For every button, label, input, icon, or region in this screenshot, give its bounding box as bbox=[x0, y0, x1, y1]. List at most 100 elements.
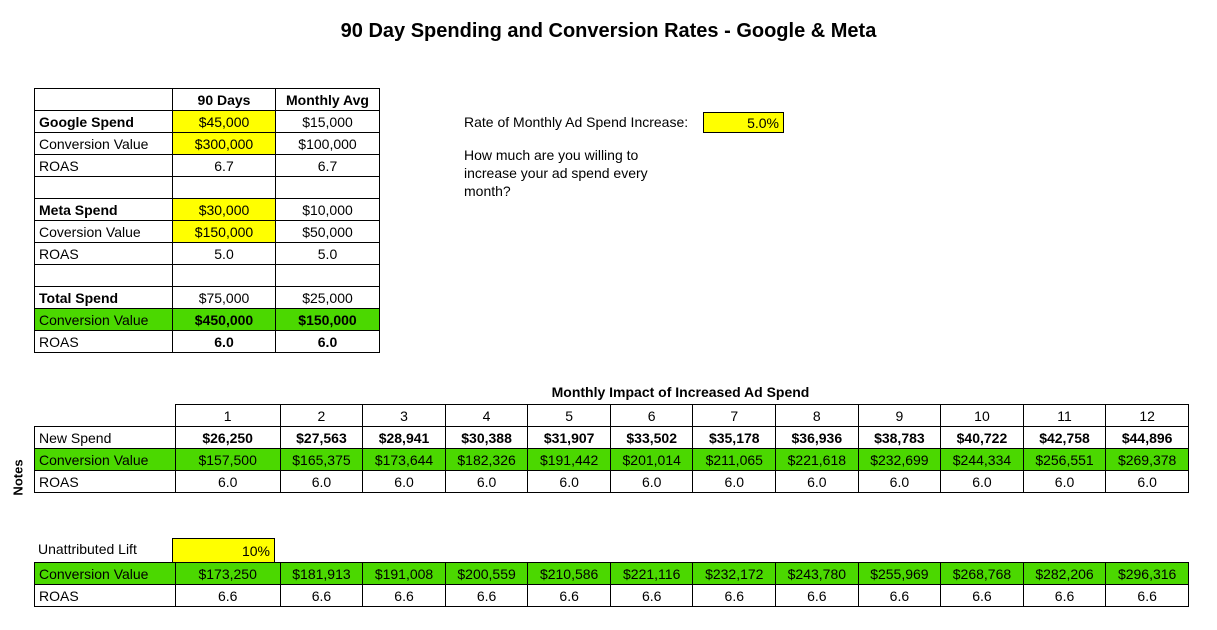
lift-conversion-row-value[interactable]: $210,586 bbox=[527, 562, 611, 585]
new-spend-row-value[interactable]: $38,783 bbox=[857, 426, 942, 449]
summary-90-day-value[interactable]: $150,000 bbox=[172, 220, 276, 243]
header-monthly-avg[interactable]: Monthly Avg bbox=[275, 88, 380, 111]
roas-row-value[interactable]: 6.0 bbox=[775, 470, 859, 493]
lift-conversion-row-value[interactable]: $221,116 bbox=[609, 562, 694, 585]
lift-conversion-row-value[interactable]: $268,768 bbox=[940, 562, 1024, 585]
month-header[interactable]: 10 bbox=[940, 404, 1024, 427]
conversion-value-row-value[interactable]: $232,699 bbox=[857, 448, 942, 471]
conversion-value-row-value[interactable]: $173,644 bbox=[362, 448, 446, 471]
lift-conversion-row-label[interactable]: Conversion Value bbox=[34, 562, 176, 585]
summary-row-label[interactable] bbox=[34, 176, 173, 199]
lift-roas-row-value[interactable]: 6.6 bbox=[174, 584, 281, 607]
impact-corner[interactable] bbox=[34, 404, 176, 427]
header-90-days[interactable]: 90 Days bbox=[172, 88, 276, 111]
conversion-value-row-value[interactable]: $157,500 bbox=[174, 448, 281, 471]
roas-row-value[interactable]: 6.0 bbox=[857, 470, 942, 493]
new-spend-row-value[interactable]: $44,896 bbox=[1105, 426, 1189, 449]
summary-corner[interactable] bbox=[34, 88, 173, 111]
summary-90-day-value[interactable]: $75,000 bbox=[172, 286, 276, 309]
summary-monthly-value[interactable]: $15,000 bbox=[275, 110, 380, 133]
lift-input[interactable]: 10% bbox=[172, 538, 275, 562]
month-header[interactable]: 9 bbox=[857, 404, 942, 427]
summary-monthly-value[interactable]: 6.7 bbox=[275, 154, 380, 177]
summary-monthly-value[interactable]: $50,000 bbox=[275, 220, 380, 243]
month-header[interactable]: 12 bbox=[1105, 404, 1189, 427]
summary-row-label[interactable]: Conversion Value bbox=[34, 308, 173, 331]
lift-conversion-row-value[interactable]: $173,250 bbox=[174, 562, 281, 585]
summary-90-day-value[interactable]: $30,000 bbox=[172, 198, 276, 221]
lift-roas-row-value[interactable]: 6.6 bbox=[279, 584, 364, 607]
lift-conversion-row-value[interactable]: $200,559 bbox=[444, 562, 529, 585]
lift-conversion-row-value[interactable]: $296,316 bbox=[1105, 562, 1189, 585]
lift-roas-row-value[interactable]: 6.6 bbox=[609, 584, 694, 607]
month-header[interactable]: 3 bbox=[362, 404, 446, 427]
summary-monthly-value[interactable]: $150,000 bbox=[275, 308, 380, 331]
new-spend-row-value[interactable]: $36,936 bbox=[775, 426, 859, 449]
roas-row-value[interactable]: 6.0 bbox=[609, 470, 694, 493]
lift-conversion-row-value[interactable]: $243,780 bbox=[775, 562, 859, 585]
month-header[interactable]: 11 bbox=[1022, 404, 1107, 427]
conversion-value-row-value[interactable]: $165,375 bbox=[279, 448, 364, 471]
roas-row-value[interactable]: 6.0 bbox=[940, 470, 1024, 493]
rate-input[interactable]: 5.0% bbox=[703, 112, 784, 133]
conversion-value-row-value[interactable]: $211,065 bbox=[692, 448, 777, 471]
summary-row-label[interactable] bbox=[34, 264, 173, 287]
new-spend-row-value[interactable]: $33,502 bbox=[609, 426, 694, 449]
lift-roas-row-label[interactable]: ROAS bbox=[34, 584, 176, 607]
roas-row-value[interactable]: 6.0 bbox=[692, 470, 777, 493]
summary-row-label[interactable]: ROAS bbox=[34, 330, 173, 353]
summary-monthly-value[interactable]: $10,000 bbox=[275, 198, 380, 221]
summary-90-day-value[interactable]: $300,000 bbox=[172, 132, 276, 155]
summary-row-label[interactable]: Google Spend bbox=[34, 110, 173, 133]
new-spend-row-value[interactable]: $31,907 bbox=[527, 426, 611, 449]
conversion-value-row-label[interactable]: Conversion Value bbox=[34, 448, 176, 471]
roas-row-value[interactable]: 6.0 bbox=[1105, 470, 1189, 493]
new-spend-row-value[interactable]: $26,250 bbox=[174, 426, 281, 449]
summary-90-day-value[interactable]: $45,000 bbox=[172, 110, 276, 133]
lift-roas-row-value[interactable]: 6.6 bbox=[1105, 584, 1189, 607]
lift-conversion-row-value[interactable]: $282,206 bbox=[1022, 562, 1107, 585]
conversion-value-row-value[interactable]: $244,334 bbox=[940, 448, 1024, 471]
summary-90-day-value[interactable]: 6.0 bbox=[172, 330, 276, 353]
new-spend-row-value[interactable]: $27,563 bbox=[279, 426, 364, 449]
lift-conversion-row-value[interactable]: $191,008 bbox=[362, 562, 446, 585]
lift-roas-row-value[interactable]: 6.6 bbox=[527, 584, 611, 607]
summary-row-label[interactable]: Conversion Value bbox=[34, 132, 173, 155]
conversion-value-row-value[interactable]: $191,442 bbox=[527, 448, 611, 471]
new-spend-row-value[interactable]: $35,178 bbox=[692, 426, 777, 449]
summary-row-label[interactable]: ROAS bbox=[34, 154, 173, 177]
conversion-value-row-value[interactable]: $269,378 bbox=[1105, 448, 1189, 471]
conversion-value-row-value[interactable]: $182,326 bbox=[444, 448, 529, 471]
summary-90-day-value[interactable]: 6.7 bbox=[172, 154, 276, 177]
summary-90-day-value[interactable] bbox=[172, 176, 276, 199]
summary-monthly-value[interactable] bbox=[275, 176, 380, 199]
roas-row-value[interactable]: 6.0 bbox=[1022, 470, 1107, 493]
summary-row-label[interactable]: Total Spend bbox=[34, 286, 173, 309]
new-spend-row-value[interactable]: $40,722 bbox=[940, 426, 1024, 449]
new-spend-row-value[interactable]: $42,758 bbox=[1022, 426, 1107, 449]
summary-monthly-value[interactable]: $100,000 bbox=[275, 132, 380, 155]
lift-roas-row-value[interactable]: 6.6 bbox=[362, 584, 446, 607]
conversion-value-row-value[interactable]: $221,618 bbox=[775, 448, 859, 471]
lift-roas-row-value[interactable]: 6.6 bbox=[857, 584, 942, 607]
month-header[interactable]: 6 bbox=[609, 404, 694, 427]
summary-monthly-value[interactable]: $25,000 bbox=[275, 286, 380, 309]
summary-monthly-value[interactable]: 5.0 bbox=[275, 242, 380, 265]
month-header[interactable]: 7 bbox=[692, 404, 777, 427]
summary-monthly-value[interactable] bbox=[275, 264, 380, 287]
roas-row-value[interactable]: 6.0 bbox=[279, 470, 364, 493]
lift-roas-row-value[interactable]: 6.6 bbox=[940, 584, 1024, 607]
lift-conversion-row-value[interactable]: $232,172 bbox=[692, 562, 777, 585]
new-spend-row-label[interactable]: New Spend bbox=[34, 426, 176, 449]
lift-roas-row-value[interactable]: 6.6 bbox=[1022, 584, 1107, 607]
month-header[interactable]: 2 bbox=[279, 404, 364, 427]
lift-roas-row-value[interactable]: 6.6 bbox=[775, 584, 859, 607]
lift-conversion-row-value[interactable]: $181,913 bbox=[279, 562, 364, 585]
roas-row-value[interactable]: 6.0 bbox=[527, 470, 611, 493]
month-header[interactable]: 1 bbox=[174, 404, 281, 427]
roas-row-value[interactable]: 6.0 bbox=[174, 470, 281, 493]
month-header[interactable]: 4 bbox=[444, 404, 529, 427]
summary-monthly-value[interactable]: 6.0 bbox=[275, 330, 380, 353]
roas-row-label[interactable]: ROAS bbox=[34, 470, 176, 493]
roas-row-value[interactable]: 6.0 bbox=[362, 470, 446, 493]
